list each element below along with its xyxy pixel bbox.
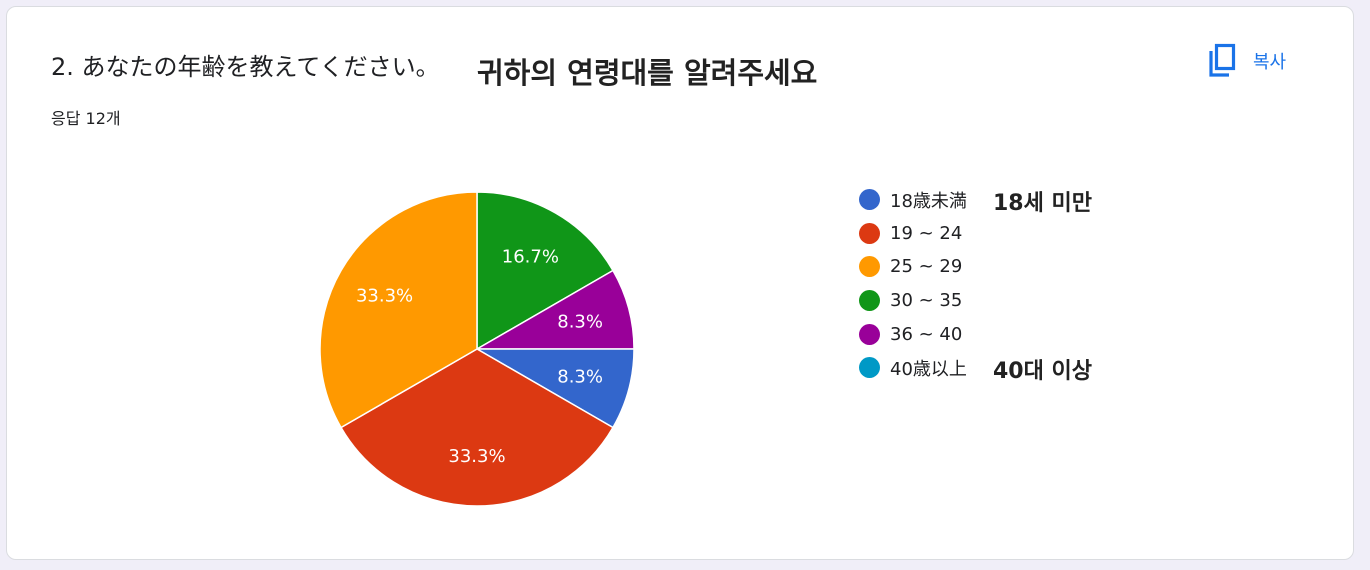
legend-swatch: [859, 189, 880, 211]
legend-item: 19 ~ 24: [859, 217, 967, 251]
legend-label: 36 ~ 40: [890, 323, 963, 345]
legend-item: 36 ~ 40: [859, 317, 967, 351]
legend-item: 18歳未満: [859, 183, 967, 217]
legend-item: 30 ~ 35: [859, 284, 967, 318]
legend-swatch: [859, 357, 880, 379]
legend-label: 19 ~ 24: [890, 222, 963, 244]
slice-percent-label: 8.3%: [557, 367, 603, 388]
pie-slice[interactable]: [476, 191, 614, 351]
legend-label: 30 ~ 35: [890, 290, 963, 312]
question-title-korean: 귀하의 연령대를 알려주세요: [477, 56, 818, 90]
legend-swatch: [859, 290, 880, 312]
legend-label: 25 ~ 29: [890, 256, 963, 278]
copy-label: 복사: [1253, 52, 1287, 73]
pie-chart: 16.7% 8.3% 8.3% 33.3% 33.3%: [319, 191, 635, 507]
legend-swatch: [859, 323, 880, 345]
chart-legend: 18歳未満 19 ~ 24 25 ~ 29 30 ~ 35 36 ~ 40 40歳以上: [859, 183, 967, 385]
slice-percent-label: 33.3%: [448, 446, 505, 467]
legend-item: 40歳以上: [859, 351, 967, 385]
legend-item: 25 ~ 29: [859, 250, 967, 284]
legend-swatch: [859, 222, 880, 244]
slice-percent-label: 16.7%: [502, 247, 559, 268]
question-title: 2. あなたの年齢を教えてください。: [51, 53, 440, 81]
pie-slice[interactable]: [319, 191, 478, 429]
legend-swatch: [859, 256, 880, 278]
slice-percent-label: 8.3%: [557, 311, 603, 332]
copy-icon: [1207, 43, 1237, 79]
pie-slice[interactable]: [340, 348, 614, 507]
legend-note-under18: 18세 미만: [993, 191, 1092, 216]
legend-label: 40歳以上: [890, 358, 967, 380]
copy-button[interactable]: 복사: [1207, 43, 1286, 79]
response-summary-card: 2. あなたの年齢を教えてください。 귀하의 연령대를 알려주세요 응답 12개…: [6, 6, 1354, 560]
slice-percent-label: 33.3%: [356, 286, 413, 307]
legend-label: 18歳未満: [890, 190, 967, 212]
legend-note-over40: 40대 이상: [993, 359, 1092, 384]
response-count: 응답 12개: [51, 109, 121, 128]
legend-list: 18歳未満 19 ~ 24 25 ~ 29 30 ~ 35 36 ~ 40 40歳以上: [859, 183, 967, 385]
